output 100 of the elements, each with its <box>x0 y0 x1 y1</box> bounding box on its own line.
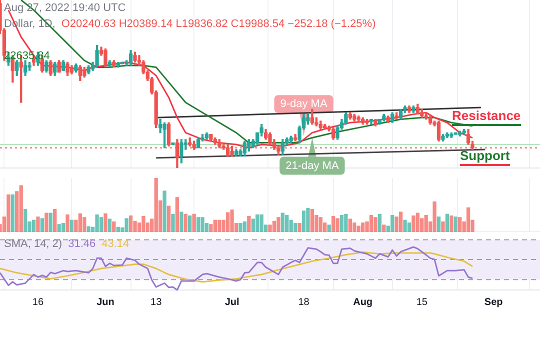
bar <box>40 218 44 232</box>
bar <box>344 214 348 232</box>
bar <box>112 221 116 232</box>
bar <box>66 214 70 232</box>
bar <box>327 224 331 232</box>
bar <box>19 185 23 232</box>
text: O20240.63 H20389.14 L19836.82 C19988.54 −252.18 (−1.25%) <box>61 18 376 30</box>
bar <box>260 214 264 232</box>
x-tick-label: Jun <box>96 296 114 308</box>
bar <box>331 216 336 232</box>
bar <box>378 214 382 232</box>
bar <box>23 208 28 232</box>
bar <box>454 216 458 232</box>
bar <box>306 208 310 232</box>
bar <box>238 223 242 232</box>
bar <box>466 207 470 232</box>
bar <box>247 216 251 232</box>
bar <box>180 212 184 232</box>
bar <box>53 208 57 232</box>
annotation: Resistance <box>452 108 521 126</box>
bar <box>230 210 234 232</box>
x-tick-label: 15 <box>416 296 428 308</box>
bar <box>382 224 386 232</box>
bar <box>310 208 314 232</box>
bar <box>242 221 247 232</box>
bar <box>416 212 420 232</box>
bar <box>340 214 344 232</box>
x-tick-label: Sep <box>484 296 503 308</box>
bar <box>32 220 36 232</box>
bar <box>108 218 112 232</box>
bar <box>192 214 196 232</box>
bar <box>432 201 436 232</box>
bar <box>441 221 445 232</box>
bar <box>369 214 374 232</box>
annotation: 21-day MA <box>286 160 340 172</box>
bar <box>280 212 284 232</box>
bar <box>450 215 454 232</box>
annotation: 31.46 <box>68 238 96 250</box>
bar <box>99 217 104 232</box>
bar <box>86 226 90 232</box>
bar <box>162 190 166 232</box>
bar <box>10 194 14 232</box>
bar <box>356 226 360 232</box>
bar <box>293 223 298 232</box>
x-tick-label: 13 <box>150 296 162 308</box>
bar <box>352 222 356 232</box>
chart-title: SMA, 14, 2) <box>4 238 62 250</box>
bar <box>218 220 222 232</box>
bar <box>128 215 133 232</box>
bar <box>44 212 48 232</box>
bar <box>226 212 230 232</box>
x-tick-label: 16 <box>32 296 44 308</box>
bar <box>424 214 428 232</box>
bar <box>196 217 200 232</box>
bar <box>70 220 74 232</box>
annotation: Support <box>460 148 510 166</box>
bar <box>407 222 412 232</box>
bar <box>175 197 180 232</box>
bar <box>209 224 213 232</box>
bar <box>374 217 378 232</box>
x-tick-label: Aug <box>353 296 373 308</box>
bar <box>184 214 188 232</box>
bar <box>154 178 158 232</box>
bar <box>256 214 260 232</box>
bar <box>171 214 175 232</box>
x-tick-label: 18 <box>298 296 310 308</box>
bar <box>458 217 462 232</box>
bar <box>95 214 99 232</box>
bar <box>318 217 322 232</box>
bar <box>48 212 52 232</box>
bar <box>436 216 441 232</box>
annotation: 43.14 <box>102 238 130 250</box>
bar <box>142 216 146 232</box>
bar <box>272 220 276 232</box>
bar <box>213 220 217 232</box>
bar <box>82 217 86 232</box>
bar <box>78 213 82 232</box>
bar <box>445 214 450 232</box>
bar <box>298 223 302 232</box>
bar <box>268 224 272 232</box>
bar <box>116 226 120 232</box>
bar <box>390 214 394 232</box>
bar <box>398 212 403 232</box>
bar <box>251 218 255 232</box>
bar <box>104 213 108 232</box>
annotation: 9-day MA <box>280 98 328 110</box>
bar <box>348 218 352 232</box>
bar <box>360 222 365 232</box>
bar <box>36 216 40 232</box>
bar <box>188 215 192 232</box>
bar <box>302 210 306 232</box>
bar <box>336 218 340 232</box>
bar <box>61 223 66 232</box>
bar <box>6 194 10 232</box>
bar <box>166 206 171 232</box>
bar <box>276 217 280 232</box>
x-tick-label: Jul <box>224 296 240 308</box>
bar <box>403 220 407 232</box>
bar <box>124 218 128 232</box>
bar <box>200 217 204 232</box>
